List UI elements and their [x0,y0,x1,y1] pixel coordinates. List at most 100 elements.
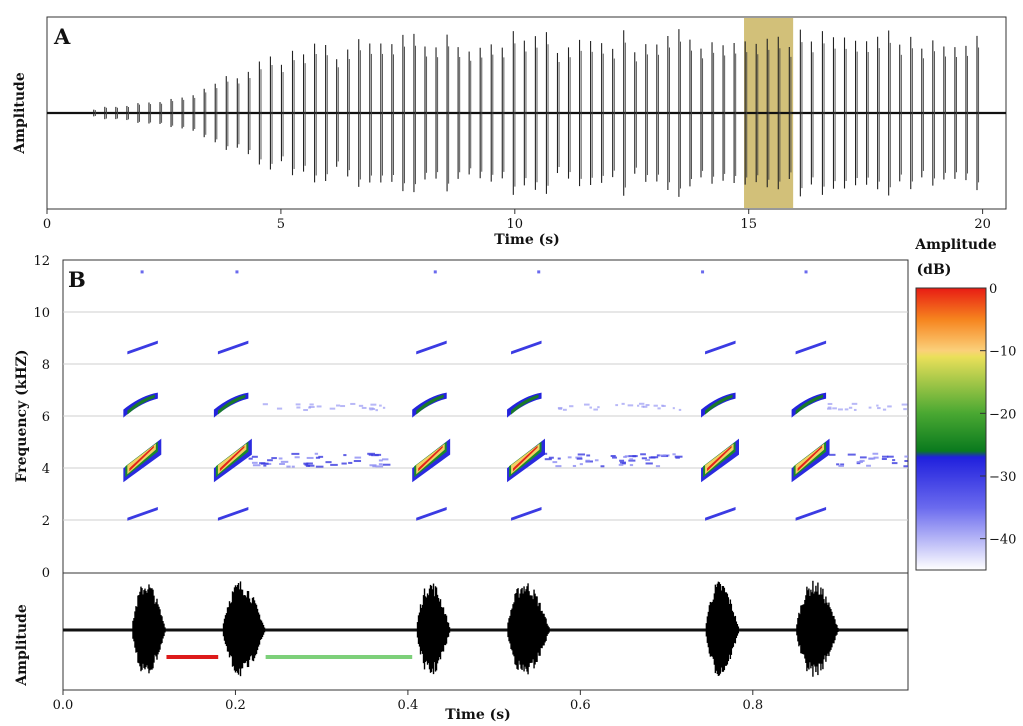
noise-dot [543,452,548,455]
noise-dot [251,461,258,464]
noise-dot [632,455,638,458]
spectrogram [123,270,915,521]
noise-dot [315,456,321,459]
panel-c-x-ticks: 0.0 0.2 0.4 0.6 0.8 [53,690,763,713]
noise-dot [903,408,907,411]
noise-dot [314,452,319,455]
noise-dot [586,454,591,457]
x-tick-label: 0 [43,217,51,232]
y-tick-label: 8 [42,358,50,373]
noise-dot [358,404,364,407]
noise-dot [278,457,283,460]
noise-dot [379,404,382,407]
noise-dot [659,454,667,457]
noise-dot [641,457,647,460]
noise-dot [279,462,285,465]
noise-dot [303,462,309,465]
noise-dot [653,404,658,407]
noise-dot [656,454,661,457]
noise-dot [847,453,856,456]
panel-b-label: B [68,267,86,292]
noise-dot [306,462,313,465]
noise-dot [848,406,853,409]
noise-dot [375,409,378,412]
noise-dot [368,407,374,410]
noise-dot [576,457,583,460]
x-tick-label: 0.6 [570,698,591,713]
noise-dot [291,452,300,455]
noise-dot [650,456,659,459]
noise-dot [642,405,648,408]
harmonic-band [705,507,736,521]
noise-dot [433,270,437,274]
noise-dot [678,408,682,411]
noise-dot [827,406,832,409]
harmonic-core [416,394,444,415]
harmonic-core [217,394,246,415]
x-tick-label: 0.2 [225,698,246,713]
harmonic-core [511,394,539,415]
noise-dot [838,408,843,411]
noise-dot [838,464,844,467]
harmonic-core [129,445,154,472]
harmonic-core [127,394,155,415]
harmonic-core [219,445,245,472]
noise-dot [267,459,273,462]
noise-dot [621,402,625,405]
panel-c: Amplitude Time (s) 0.0 0.2 0.4 0.6 0.8 [14,580,908,723]
noise-dot [911,466,915,468]
noise-dot [558,407,563,410]
noise-dot [836,463,840,466]
harmonic-band [217,507,249,521]
noise-dot [887,405,892,408]
noise-dot [618,463,624,466]
harmonic-band [511,340,542,355]
noise-dot [904,455,908,458]
noise-dot [248,457,253,460]
noise-dot [627,404,634,407]
noise-dot [318,455,324,458]
noise-dot [903,465,908,468]
noise-dot [296,406,301,409]
harmonic-core [797,445,823,472]
noise-dot [308,405,315,408]
noise-dot [316,405,322,408]
noise-dot [325,461,332,464]
noise-dot [348,461,353,464]
noise-dot [252,464,261,467]
noise-dot [140,270,144,274]
colorbar-tick-label: −10 [989,345,1016,360]
noise-dot [567,456,572,459]
noise-dot [354,456,362,459]
noise-dot [579,463,583,466]
noise-dot [619,459,625,462]
colorbar-tick-label: 0 [989,282,997,297]
noise-dot [827,402,833,405]
x-tick-label: 0.4 [398,698,419,713]
noise-dot [309,403,314,406]
noise-dot [641,405,645,408]
noise-dot [329,407,336,410]
noise-dot [851,402,858,405]
panel-c-x-axis-label: Time (s) [445,707,510,723]
noise-dot [374,453,382,456]
noise-dot [378,463,383,466]
harmonic-band [127,340,158,355]
noise-dot [593,408,598,411]
y-tick-label: 2 [42,514,50,529]
noise-dot [640,453,646,456]
panel-a-y-axis-label: Amplitude [12,72,28,155]
noise-dot [804,270,808,274]
panel-b-plot-area [62,259,909,691]
noise-dot [615,404,619,407]
panel-a-x-axis-label: Time (s) [494,232,559,248]
noise-dot [876,404,879,407]
noise-dot [657,407,661,410]
noise-dot [260,462,269,465]
noise-dot [661,404,664,407]
noise-dot [619,461,626,464]
harmonic-band [511,507,542,521]
noise-dot [868,457,876,460]
noise-dot [629,464,634,467]
